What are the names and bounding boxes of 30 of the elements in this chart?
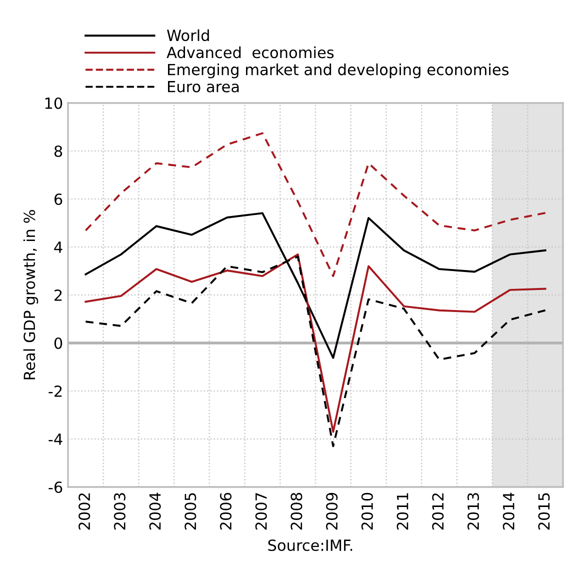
legend-label: Emerging market and developing economies	[168, 63, 509, 78]
y-axis-title: Real GDP growth, in %	[23, 210, 38, 380]
x-tick-label: 2003	[114, 493, 126, 530]
legend-label: Advanced economies	[166, 46, 334, 58]
legend-label: Euro area	[168, 81, 239, 92]
y-tick-label: 0	[54, 337, 62, 350]
y-tick-label: 8	[54, 145, 62, 158]
x-tick-label: 2011	[396, 493, 408, 530]
x-tick-label: 2005	[184, 493, 196, 530]
y-tick-label: -4	[48, 434, 62, 445]
x-tick-label: 2014	[502, 492, 514, 530]
x-tick-label: 2015	[538, 493, 550, 530]
y-tick-label: -2	[48, 385, 62, 397]
legend-label: World	[167, 29, 209, 42]
y-tick-label: 4	[54, 242, 62, 253]
y-tick-label: 6	[54, 193, 62, 206]
x-tick-label: 2009	[326, 492, 338, 530]
x-tick-label: 2008	[290, 492, 302, 530]
x-tick-label: 2004	[149, 492, 161, 530]
x-tick-label: 2013	[467, 493, 480, 530]
y-tick-label: 2	[54, 289, 62, 301]
x-tick-label: 2012	[432, 493, 444, 530]
x-tick-label: 2002	[78, 493, 90, 530]
y-tick-label: -6	[48, 481, 62, 494]
x-tick-label: 2007	[255, 493, 267, 530]
y-tick-label: 10	[45, 97, 62, 110]
line-series	[84, 132, 546, 278]
x-tick-label: 2006	[220, 492, 232, 530]
x-tick-label: 2010	[361, 492, 373, 530]
source-note: Source:IMF.	[268, 539, 352, 552]
